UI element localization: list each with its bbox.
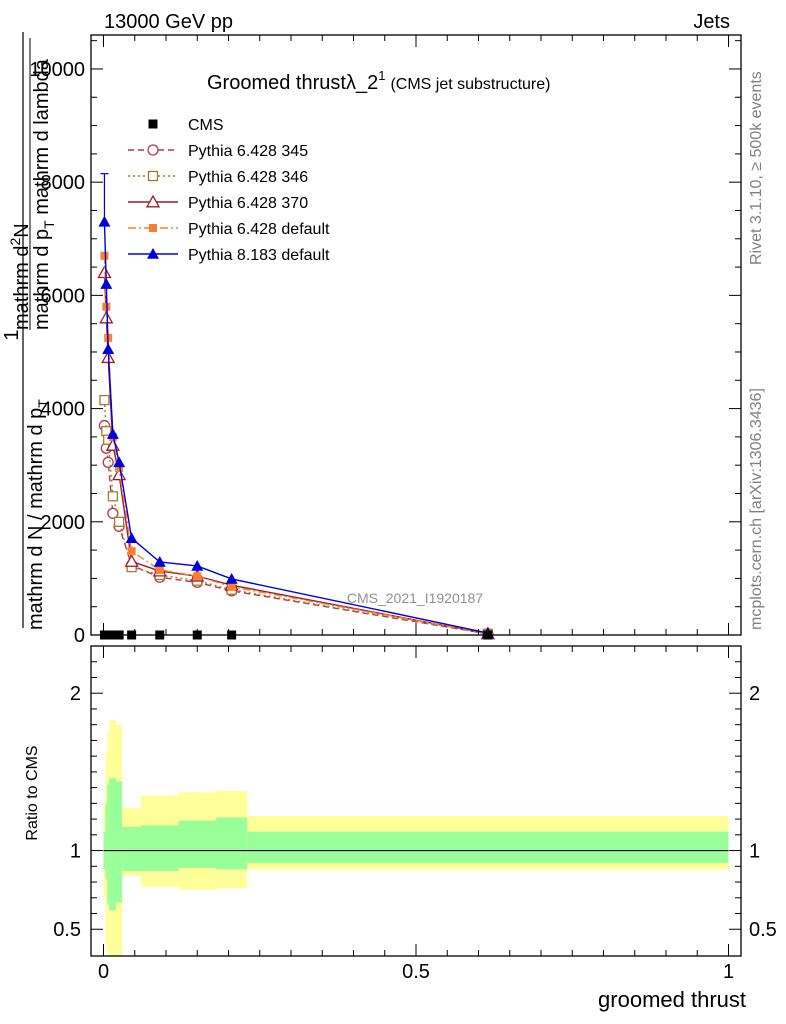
series-4-point-8	[227, 582, 236, 591]
ylabel-num-dp-sub: T	[41, 220, 57, 229]
legend-label-3: Pythia 6.428 370	[188, 195, 308, 212]
xtick-label-2: 1	[723, 961, 734, 983]
ylabel-num-dp: mathrm d p	[31, 229, 53, 330]
main-ytick-label-0: 0	[74, 625, 85, 647]
legend-marker-0	[148, 119, 158, 129]
series-line-5	[103, 221, 489, 634]
series-5-point-7	[191, 559, 204, 571]
ylabel-numerator-2: mathrm d pT mathrm d lambda	[31, 58, 57, 330]
ylabel-num-sup: 2	[7, 238, 23, 246]
ratio-ytick-label-right-1: 1	[749, 841, 760, 863]
legend-marker-2	[147, 170, 159, 182]
series-5-point-8	[225, 572, 238, 584]
main-ytick-label-4: 8000	[41, 172, 86, 194]
legend-entry-5: Pythia 8.183 default	[128, 247, 330, 264]
xlabel: groomed thrust	[598, 987, 746, 1012]
analysis-watermark: CMS_2021_I1920187	[347, 590, 483, 606]
series-5-point-1	[100, 278, 113, 289]
rivet-version-text: Rivet 3.1.10, ≥ 500k events	[748, 71, 765, 265]
plot-title-sup: 1	[378, 68, 385, 83]
series-5-point-3	[106, 428, 119, 439]
axis-ticks: 020004000600080001000012000140001600000.…	[29, 35, 777, 983]
series-1-point-3	[107, 507, 119, 519]
series-5-point-5	[125, 532, 138, 544]
ratio-ytick-label-left-2: 2	[70, 683, 81, 705]
ylabel-denom-sub: T	[35, 399, 51, 408]
main-ytick-label-1: 2000	[41, 512, 86, 534]
ylabel-numerator: mathrm d2N	[7, 223, 33, 330]
series-2-point-3	[107, 491, 119, 502]
header-left: 13000 GeV pp	[104, 11, 233, 33]
series-1-point-2	[102, 456, 114, 469]
main-ytick-label-5: 10000	[29, 59, 85, 81]
legend-marker-5	[147, 248, 159, 259]
legend-marker-3	[145, 194, 161, 208]
ylabel-denom-main: mathrm d N / mathrm d p	[25, 408, 47, 630]
series-4-point-6	[155, 565, 164, 574]
legend-entry-3: Pythia 6.428 370	[128, 194, 308, 212]
legend-entry-4: Pythia 6.428 default	[128, 221, 330, 238]
legend-entry-0: CMS	[148, 117, 224, 134]
ylabel-one: 1	[1, 329, 23, 340]
legend-entry-2: Pythia 6.428 346	[128, 169, 308, 186]
plot-title-paren: (CMS jet substructure)	[390, 76, 550, 93]
series-3	[97, 265, 495, 640]
ratio-bands	[103, 719, 729, 956]
ratio-ylabel: Ratio to CMS	[24, 745, 41, 840]
series-4-point-4	[115, 464, 124, 473]
main-ytick-label-3: 6000	[41, 285, 86, 307]
legend-marker-4	[149, 224, 157, 232]
series-layer	[97, 173, 495, 640]
main-ytick-label-2: 4000	[41, 399, 86, 421]
ratio-stat-band-5	[122, 826, 141, 872]
series-1	[98, 419, 494, 640]
legend-marker-1	[147, 144, 159, 156]
ratio-stat-band-6	[141, 825, 179, 872]
ratio-stat-band-2	[107, 784, 110, 905]
plot-title: Groomed thrustλ_21 (CMS jet substructure)	[207, 68, 550, 94]
ratio-stat-band-7	[178, 820, 216, 868]
legend-label-4: Pythia 6.428 default	[188, 221, 330, 238]
ratio-stat-band-4	[116, 781, 123, 903]
series-2-point-4	[113, 516, 125, 527]
ylabel-denominator: mathrm d N / mathrm d pT	[25, 399, 51, 630]
series-4-point-5	[127, 547, 136, 556]
legend-label-5: Pythia 8.183 default	[188, 247, 330, 264]
series-4-point-7	[193, 572, 202, 581]
series-5-point-4	[113, 456, 126, 468]
series-4-point-0	[100, 251, 109, 260]
ylabel-num-N: N	[11, 223, 33, 237]
series-line-1	[103, 425, 488, 635]
legend-label-0: CMS	[188, 117, 224, 134]
series-3-point-1	[99, 310, 114, 324]
series-3-point-5	[124, 554, 139, 567]
mcplots-url-text: mcplots.cern.ch [arXiv:1306.3436]	[748, 388, 765, 630]
ratio-ytick-label-left-1: 1	[70, 841, 81, 863]
legend: CMS Pythia 6.428 345 Pythia 6.428 346 Pythi…	[128, 117, 330, 264]
xtick-label-0: 0	[98, 961, 109, 983]
series-5-point-2	[102, 343, 115, 354]
ratio-ytick-label-left-0: 0.5	[53, 919, 81, 941]
ylabel-num-rest: mathrm d lambda	[31, 58, 53, 220]
ratio-stat-band-1	[105, 803, 108, 879]
series-2-point-0	[99, 394, 110, 406]
plot-title-lambda: λ_2	[346, 72, 378, 94]
legend-label-1: Pythia 6.428 345	[188, 143, 308, 160]
ylabel-num-main: mathrm d	[11, 246, 33, 330]
series-5-point-0	[98, 215, 111, 227]
xtick-label-1: 0.5	[402, 961, 430, 983]
ratio-ytick-label-right-0: 0.5	[749, 919, 777, 941]
header-right: Jets	[693, 11, 730, 33]
plot-title-main: Groomed thrust	[207, 72, 346, 94]
ratio-stat-band-9	[247, 831, 729, 864]
ratio-ytick-label-right-2: 2	[749, 683, 760, 705]
ratio-stat-band-3	[109, 778, 116, 911]
legend-entry-1: Pythia 6.428 345	[128, 143, 308, 160]
ratio-stat-band-8	[216, 817, 248, 870]
series-5-point-6	[153, 555, 166, 567]
legend-label-2: Pythia 6.428 346	[188, 169, 308, 186]
